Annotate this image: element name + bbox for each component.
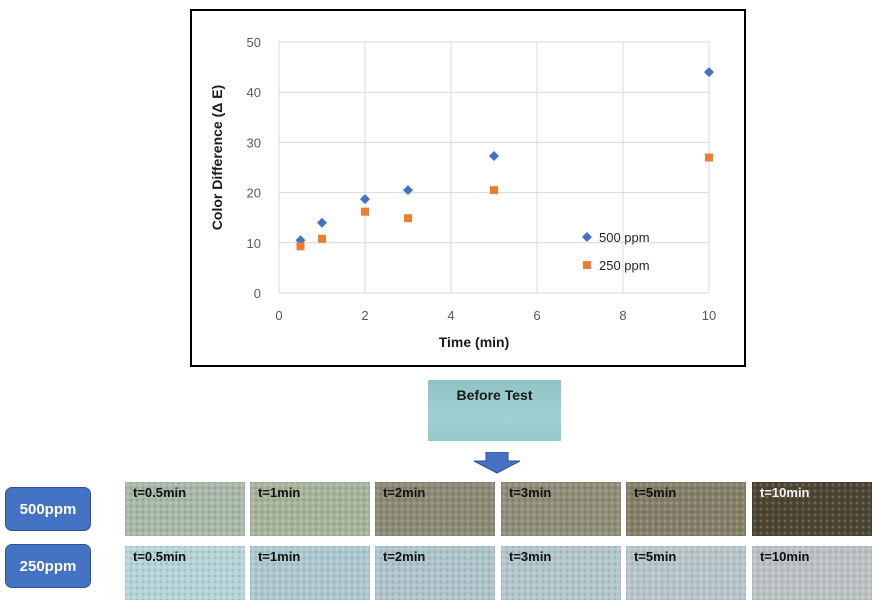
data-point-500ppm <box>489 150 499 161</box>
data-point-250ppm <box>404 214 412 223</box>
sample-swatch: t=2min <box>375 546 495 600</box>
x-tick-label: 6 <box>533 308 540 323</box>
before-test-swatch: Before Test <box>428 380 561 441</box>
data-point-250ppm <box>318 234 326 243</box>
sample-swatch: t=0.5min <box>125 546 245 600</box>
down-arrow-icon <box>473 452 521 474</box>
sample-swatch: t=3min <box>501 546 621 600</box>
legend-label: 250 ppm <box>599 258 650 273</box>
sample-label: t=3min <box>509 549 552 564</box>
sample-label: t=10min <box>760 485 810 500</box>
sample-label: t=10min <box>760 549 810 564</box>
sample-swatch: t=10min <box>752 546 872 600</box>
row-label-500ppm: 500ppm <box>5 487 91 531</box>
data-point-500ppm <box>360 194 370 205</box>
legend-marker <box>583 261 591 269</box>
y-tick-label: 50 <box>247 35 261 50</box>
data-point-250ppm <box>490 186 498 195</box>
data-point-250ppm <box>705 153 713 162</box>
y-tick-label: 20 <box>247 186 261 201</box>
row-label-250ppm: 250ppm <box>5 544 91 588</box>
y-tick-label: 40 <box>247 85 261 100</box>
x-tick-label: 10 <box>702 308 716 323</box>
x-tick-label: 4 <box>447 308 454 323</box>
sample-swatch: t=0.5min <box>125 482 245 536</box>
sample-label: t=1min <box>258 549 301 564</box>
data-point-500ppm <box>704 67 714 78</box>
chart-panel: 0 10 20 30 40 50 0 2 4 6 8 10 Time (min) Color Differ… <box>190 9 746 367</box>
x-tick-label: 8 <box>619 308 626 323</box>
sample-swatch: t=1min <box>250 482 370 536</box>
before-test-label: Before Test <box>456 387 533 403</box>
sample-label: t=0.5min <box>133 549 187 564</box>
y-tick-label: 0 <box>254 286 261 301</box>
y-tick-label: 30 <box>247 135 261 150</box>
sample-swatch: t=1min <box>250 546 370 600</box>
legend-marker <box>582 232 592 242</box>
sample-label: t=2min <box>383 485 426 500</box>
sample-label: t=1min <box>258 485 301 500</box>
sample-swatch: t=5min <box>626 482 746 536</box>
data-point-250ppm <box>361 207 369 216</box>
sample-swatch: t=10min <box>752 482 872 536</box>
data-point-500ppm <box>403 185 413 196</box>
data-point-250ppm <box>296 242 305 251</box>
sample-swatch: t=3min <box>501 482 621 536</box>
sample-swatch: t=5min <box>626 546 746 600</box>
x-tick-label: 0 <box>275 308 282 323</box>
y-axis-label: Color Difference (Δ E) <box>209 85 225 230</box>
x-tick-label: 2 <box>361 308 368 323</box>
data-point-500ppm <box>317 217 327 228</box>
sample-label: t=0.5min <box>133 485 187 500</box>
y-tick-label: 10 <box>247 236 261 251</box>
sample-label: t=5min <box>634 549 677 564</box>
x-axis-label: Time (min) <box>439 334 510 350</box>
legend-label: 500 ppm <box>599 230 650 245</box>
sample-label: t=5min <box>634 485 677 500</box>
sample-label: t=2min <box>383 549 426 564</box>
sample-label: t=3min <box>509 485 552 500</box>
sample-swatch: t=2min <box>375 482 495 536</box>
scatter-chart: 0 10 20 30 40 50 0 2 4 6 8 10 Time (min) Color Differ… <box>209 35 716 350</box>
